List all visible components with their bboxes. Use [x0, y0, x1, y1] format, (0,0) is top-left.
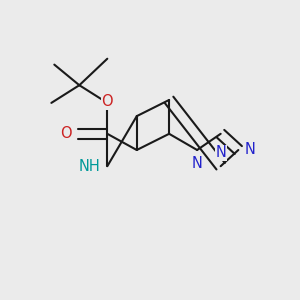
Text: N: N	[215, 145, 226, 160]
Text: O: O	[101, 94, 113, 109]
Text: NH: NH	[78, 159, 100, 174]
Text: O: O	[60, 126, 72, 141]
Text: N: N	[192, 156, 203, 171]
Text: N: N	[244, 142, 255, 158]
